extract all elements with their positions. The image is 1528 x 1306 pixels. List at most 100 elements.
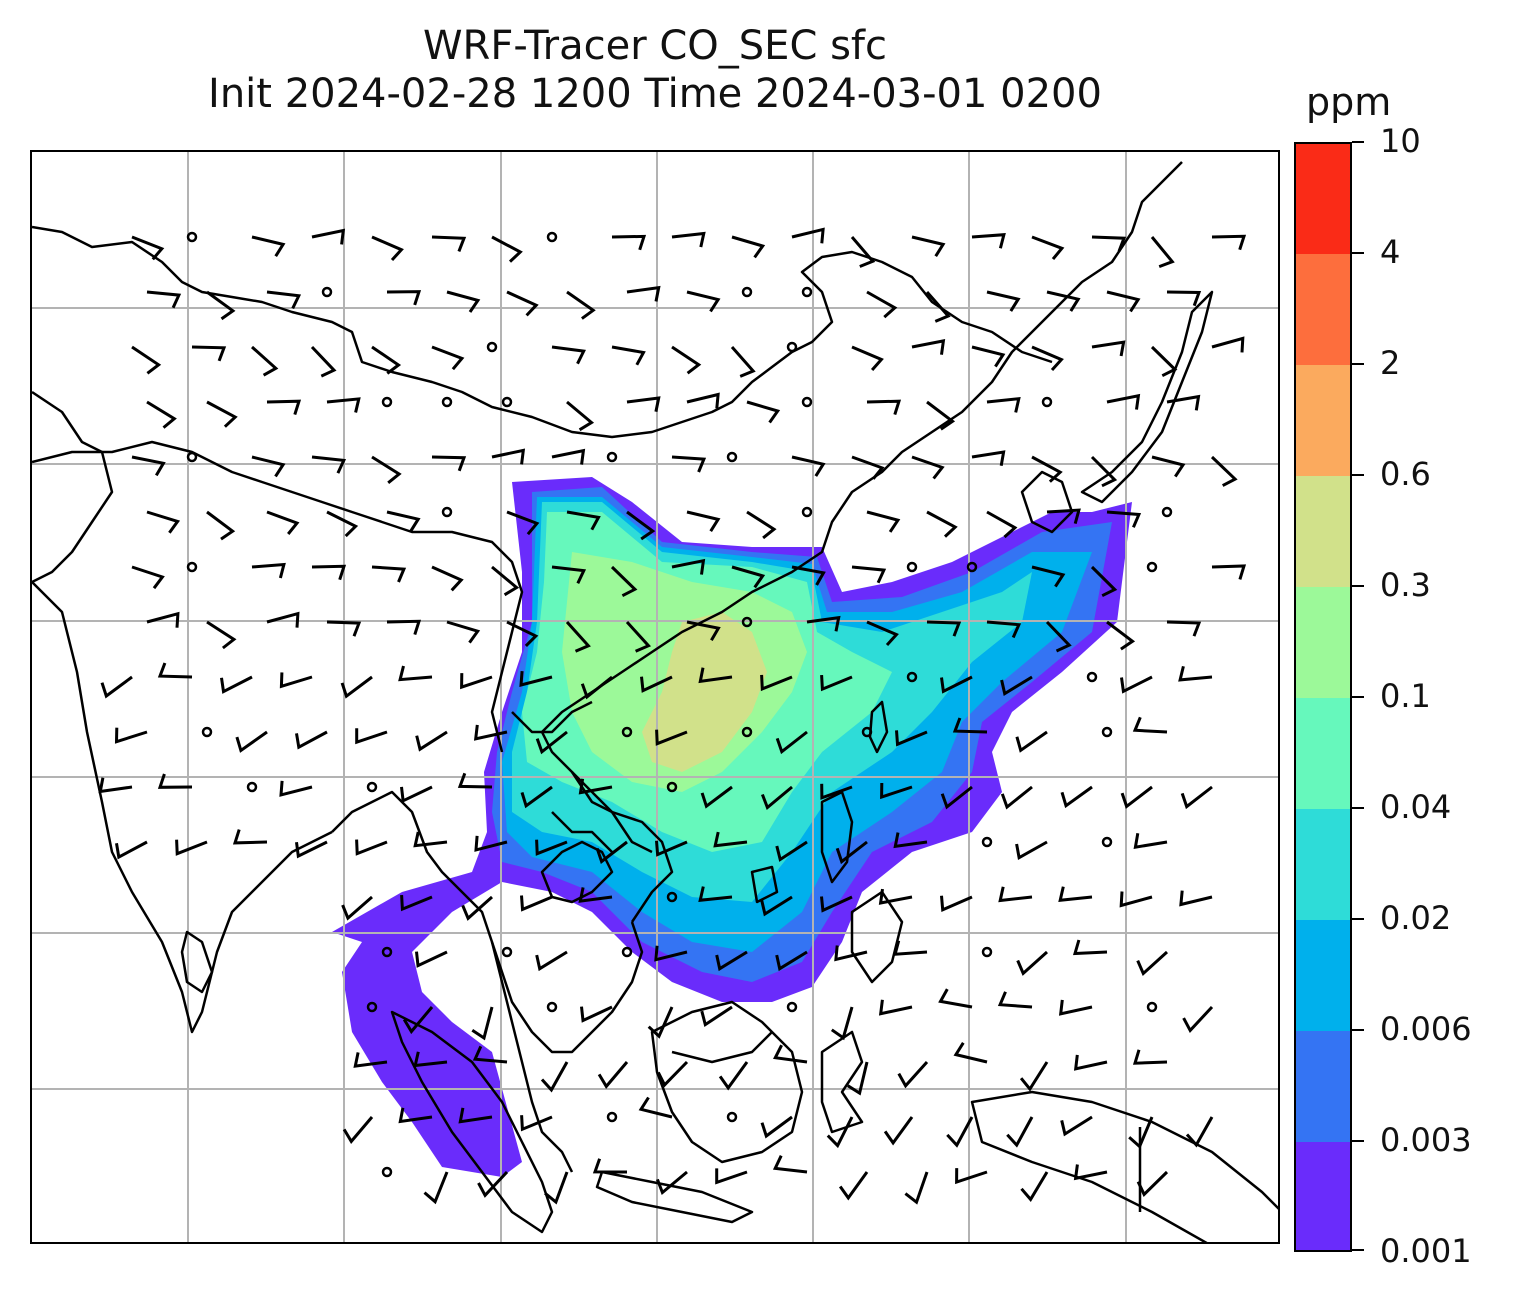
colorbar <box>1294 142 1352 1252</box>
coast-sulawesi <box>820 1030 864 1134</box>
wind-barb <box>938 988 973 1009</box>
colorbar-segment <box>1296 586 1350 698</box>
wind-barb <box>1073 1054 1108 1071</box>
wind-barb <box>131 565 165 590</box>
wind-barb <box>251 455 286 478</box>
wind-barb <box>1000 675 1033 696</box>
wind-barb <box>1091 235 1127 252</box>
wind-barb <box>400 895 433 912</box>
wind-barb <box>686 392 720 409</box>
colorbar-tick-label: 4 <box>1380 233 1401 271</box>
wind-barb <box>413 831 448 848</box>
wind-barb <box>279 780 313 797</box>
wind-barb <box>1015 840 1048 861</box>
wind-barb <box>1106 290 1141 313</box>
wind-barb <box>820 895 853 913</box>
calm-wind-marker <box>906 561 918 573</box>
colorbar-tick <box>1352 1249 1364 1251</box>
title-line-2: Init 2024-02-28 1200 Time 2024-03-01 020… <box>208 71 1102 117</box>
wind-barb <box>341 895 373 921</box>
calm-wind-marker <box>741 286 753 298</box>
wind-barb <box>206 290 236 321</box>
wind-barb <box>731 565 766 589</box>
wind-barb <box>342 1116 374 1144</box>
wind-barb <box>718 1061 749 1091</box>
calm-wind-marker <box>666 891 678 903</box>
colorbar-tick <box>1352 474 1364 476</box>
wind-barb <box>592 1158 628 1174</box>
colorbar-tick <box>1352 918 1364 920</box>
calm-wind-marker <box>501 946 513 958</box>
co-sec-concentration-field <box>332 477 1132 1177</box>
coast-gulf-thailand <box>540 840 614 904</box>
wind-barb <box>540 1061 569 1093</box>
wind-barb <box>866 290 898 319</box>
wind-barb <box>551 565 587 584</box>
wind-barb <box>1060 785 1093 809</box>
colorbar-segment <box>1296 1030 1350 1142</box>
wind-barb <box>955 1168 988 1185</box>
wind-barb <box>477 1170 509 1198</box>
wind-barb <box>940 785 973 810</box>
wind-barb <box>400 785 433 804</box>
wind-barb <box>1073 1164 1108 1181</box>
calm-wind-marker <box>381 396 393 408</box>
wind-barb <box>911 235 946 257</box>
wind-barb <box>146 290 182 309</box>
wind-barb <box>1031 455 1063 483</box>
wind-barb <box>371 455 402 484</box>
calm-wind-marker <box>981 946 993 958</box>
wind-barb <box>1058 886 1093 903</box>
wind-barb <box>340 675 373 699</box>
wind-barb <box>715 950 748 972</box>
gridlines <box>32 152 1278 1242</box>
wind-barb <box>655 1170 688 1195</box>
coast-japan <box>1080 290 1214 504</box>
wind-barb <box>671 558 706 575</box>
wind-barb <box>878 999 913 1016</box>
wind-barb <box>895 730 928 747</box>
calm-wind-marker <box>726 451 738 463</box>
wind-barb <box>131 345 162 375</box>
colorbar-tick-label: 0.04 <box>1380 788 1452 826</box>
calm-wind-marker <box>186 231 198 243</box>
calm-wind-marker <box>801 396 813 408</box>
wind-barb <box>206 510 236 541</box>
colorbar-tick-label: 0.02 <box>1380 899 1452 937</box>
wind-barb <box>698 667 733 684</box>
colorbar-unit: ppm <box>1306 80 1392 124</box>
wind-barb <box>911 339 946 355</box>
border-china-indochina <box>511 700 593 734</box>
calm-wind-marker <box>546 231 558 243</box>
wind-barb <box>700 785 733 809</box>
wind-barb <box>791 455 826 477</box>
wind-barb <box>355 728 388 745</box>
calm-wind-marker <box>1041 396 1053 408</box>
calm-wind-marker <box>246 781 258 793</box>
calm-wind-marker <box>801 506 813 518</box>
wind-barb <box>115 840 148 860</box>
colorbar-tick <box>1352 252 1364 254</box>
wind-barb <box>326 397 361 413</box>
coast-hainan <box>750 865 779 904</box>
wind-barb <box>971 450 1006 467</box>
colorbar-segment <box>1296 1141 1350 1250</box>
wind-barb <box>1016 950 1049 976</box>
wind-barb <box>626 510 656 541</box>
coast-sumatra <box>390 1010 554 1234</box>
wind-barb <box>146 510 181 534</box>
field-level-03 <box>642 612 767 772</box>
wind-barb <box>191 345 227 362</box>
wind-barb <box>1090 565 1118 598</box>
calm-wind-marker <box>1146 561 1158 573</box>
wind-barb <box>686 620 721 642</box>
calm-wind-marker <box>501 396 513 408</box>
wind-barb <box>897 1060 929 1089</box>
wind-barb <box>775 730 808 755</box>
wind-barb <box>638 1096 673 1119</box>
wind-barb <box>820 675 853 692</box>
wind-barb <box>1120 785 1153 809</box>
coast-sri-lanka <box>180 930 214 994</box>
wind-barb <box>131 455 166 477</box>
wind-barb <box>206 620 237 650</box>
